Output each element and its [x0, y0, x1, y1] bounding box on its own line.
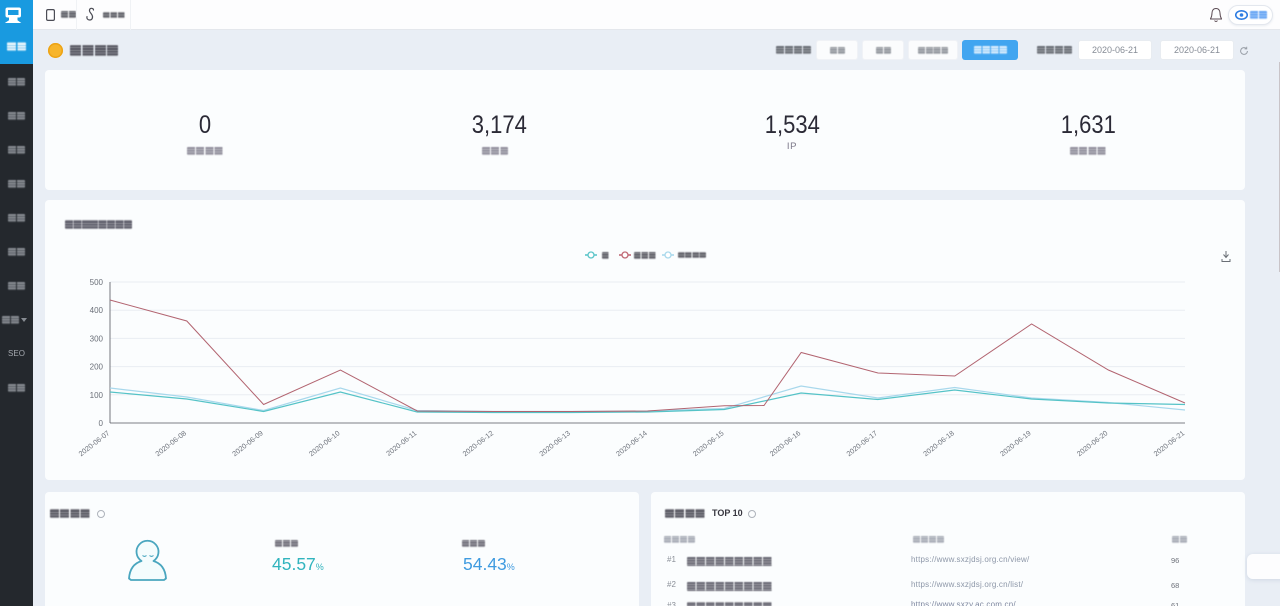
svg-text:2020-06-14: 2020-06-14: [614, 428, 649, 458]
svg-text:200: 200: [90, 363, 104, 372]
svg-text:2020-06-18: 2020-06-18: [921, 428, 956, 458]
svg-text:2020-06-21: 2020-06-21: [1152, 428, 1187, 458]
svg-text:2020-06-19: 2020-06-19: [998, 428, 1033, 458]
svg-text:2020-06-07: 2020-06-07: [77, 428, 112, 458]
svg-text:2020-06-08: 2020-06-08: [153, 428, 188, 458]
svg-text:2020-06-11: 2020-06-11: [384, 428, 418, 457]
svg-text:2020-06-15: 2020-06-15: [691, 428, 726, 458]
svg-text:400: 400: [90, 306, 104, 315]
svg-text:500: 500: [90, 278, 104, 287]
svg-text:2020-06-16: 2020-06-16: [768, 428, 803, 458]
svg-text:2020-06-10: 2020-06-10: [307, 428, 342, 458]
svg-text:100: 100: [90, 391, 104, 400]
svg-text:2020-06-09: 2020-06-09: [230, 428, 265, 458]
svg-text:2020-06-17: 2020-06-17: [845, 428, 880, 458]
svg-text:2020-06-20: 2020-06-20: [1075, 428, 1110, 458]
svg-text:300: 300: [90, 334, 104, 343]
svg-text:0: 0: [99, 419, 104, 428]
svg-text:2020-06-13: 2020-06-13: [537, 428, 572, 458]
svg-text:2020-06-12: 2020-06-12: [461, 428, 496, 458]
